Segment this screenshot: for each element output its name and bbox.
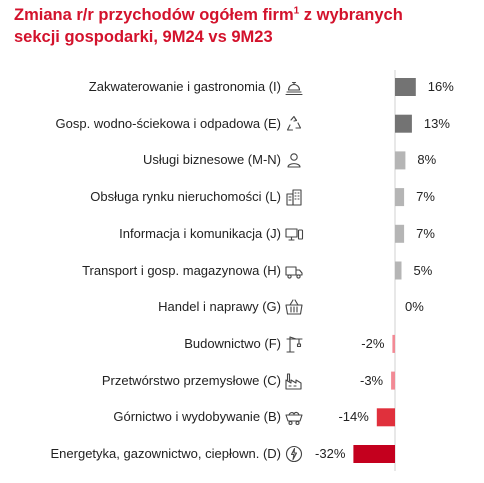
basket-icon (284, 297, 304, 317)
value-label: -2% (361, 335, 385, 351)
category-label: Gosp. wodno-ściekowa i odpadowa (E) (55, 115, 281, 131)
recycle-icon (284, 114, 304, 134)
chart-title: Zmiana r/r przychodów ogółem firm1 z wyb… (14, 4, 474, 48)
category-label: Zakwaterowanie i gastronomia (I) (88, 79, 281, 94)
factory-icon (284, 371, 304, 391)
bar (395, 261, 402, 280)
title-tail-text: z wybranych (299, 6, 403, 24)
person-icon (284, 150, 304, 170)
category-label: Górnictwo i wydobywanie (B) (113, 409, 281, 425)
category-label: Transport i gosp. magazynowa (H) (82, 262, 281, 278)
value-label: 7% (416, 225, 435, 241)
chart-title-line2: sekcji gospodarki, 9M24 vs 9M23 (14, 28, 273, 46)
building-icon (284, 187, 304, 207)
energy-icon (284, 444, 304, 464)
value-label: 0% (405, 299, 424, 315)
value-label: -3% (359, 372, 384, 388)
bar (395, 114, 412, 133)
category-label: Usługi biznesowe (M-N) (143, 152, 281, 168)
category-label: Obsługa rynku nieruchomości (L) (90, 189, 281, 205)
computer-phone-icon (284, 224, 304, 244)
bar (395, 224, 405, 243)
bar (395, 78, 416, 96)
bar (392, 334, 395, 353)
title-main-text: Zmiana r/r przychodów ogółem firm (14, 6, 294, 24)
value-label: 5% (413, 262, 433, 278)
category-label: Handel i naprawy (G) (158, 299, 281, 315)
title-footnote-mark: 1 (293, 5, 300, 17)
value-label: -32% (315, 446, 346, 461)
hotel-bell-icon (284, 77, 304, 97)
chart-title-line1: Zmiana r/r przychodów ogółem firm1 z wyb… (14, 4, 474, 26)
value-label: 13% (423, 115, 450, 131)
bar (353, 445, 395, 463)
bar (376, 408, 395, 427)
category-label: Budownictwo (F) (184, 335, 281, 351)
category-label: Przetwórstwo przemysłowe (C) (101, 372, 281, 388)
category-label: Energetyka, gazownictwo, ciepłown. (D) (50, 446, 282, 461)
crane-icon (284, 334, 304, 354)
value-label: 16% (427, 79, 454, 94)
bar (391, 371, 395, 390)
category-label: Informacja i komunikacja (J) (119, 225, 281, 241)
value-label: 7% (416, 189, 435, 205)
bar (395, 151, 406, 170)
value-label: 8% (417, 152, 437, 168)
value-label: -14% (338, 409, 369, 425)
mine-cart-icon (284, 407, 304, 427)
truck-icon (284, 261, 304, 281)
bar (395, 188, 405, 207)
